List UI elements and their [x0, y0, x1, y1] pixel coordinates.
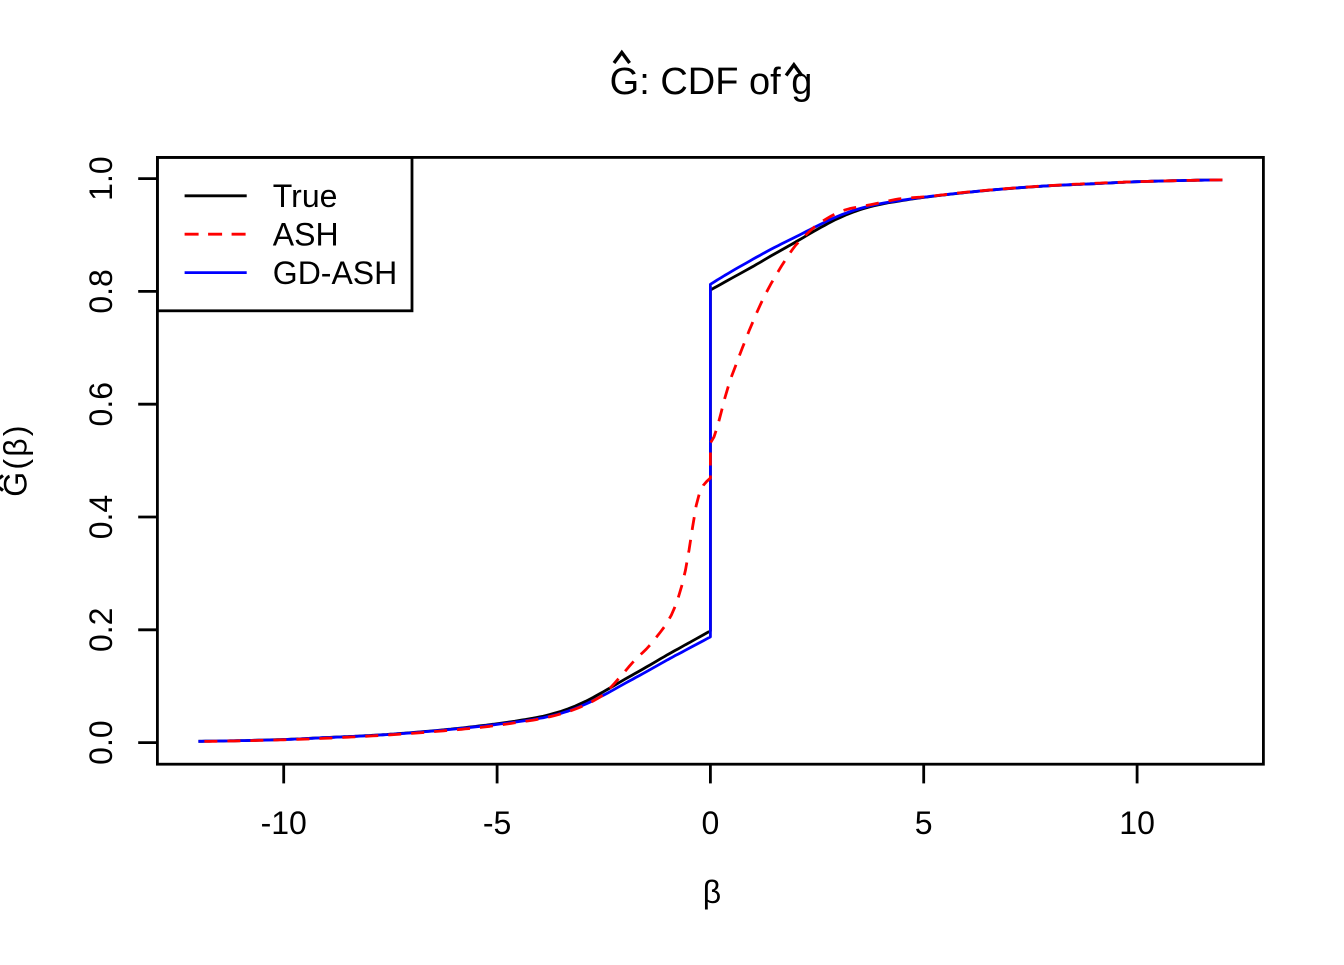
svg-text:0.2: 0.2	[83, 608, 119, 652]
svg-text:True: True	[273, 178, 338, 214]
svg-text:-5: -5	[483, 805, 511, 841]
svg-text:GD-ASH: GD-ASH	[273, 255, 397, 291]
svg-text:0.0: 0.0	[83, 720, 119, 764]
svg-text:G(β): G(β)	[0, 423, 34, 496]
svg-text:ASH: ASH	[273, 216, 339, 252]
svg-text:0: 0	[702, 805, 720, 841]
svg-text:1.0: 1.0	[83, 156, 119, 200]
svg-text:0.8: 0.8	[83, 269, 119, 313]
svg-text:10: 10	[1119, 805, 1155, 841]
svg-text:0.4: 0.4	[83, 495, 119, 539]
svg-text:-10: -10	[261, 805, 307, 841]
svg-text:5: 5	[915, 805, 933, 841]
svg-text:0.6: 0.6	[83, 382, 119, 426]
svg-text:β: β	[703, 874, 721, 910]
svg-text:G: CDF of g: G: CDF of g	[610, 61, 813, 103]
